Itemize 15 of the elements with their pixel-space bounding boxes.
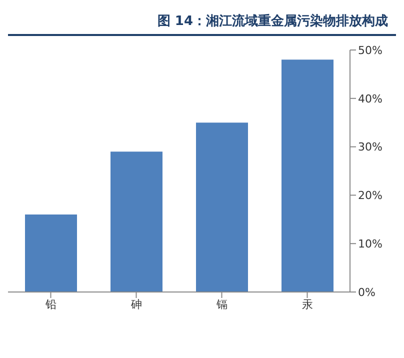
x-tick-label: 镉 [215, 298, 228, 311]
y-tick-label: 30% [358, 140, 382, 154]
y-tick-label: 40% [358, 92, 382, 106]
x-tick-label: 汞 [302, 298, 313, 311]
y-tick-label: 10% [358, 238, 382, 251]
bar [25, 214, 77, 292]
bar [196, 122, 248, 292]
chart-title: 图 14：湘江流域重金属污染物排放构成 [8, 8, 396, 36]
y-tick-label: 20% [358, 189, 382, 202]
bar [110, 152, 162, 292]
x-tick-label: 砷 [130, 298, 142, 311]
y-tick-label: 0% [358, 286, 376, 299]
x-tick-label: 铅 [44, 298, 56, 311]
bar [282, 60, 334, 292]
y-tick-label: 50% [358, 44, 382, 57]
